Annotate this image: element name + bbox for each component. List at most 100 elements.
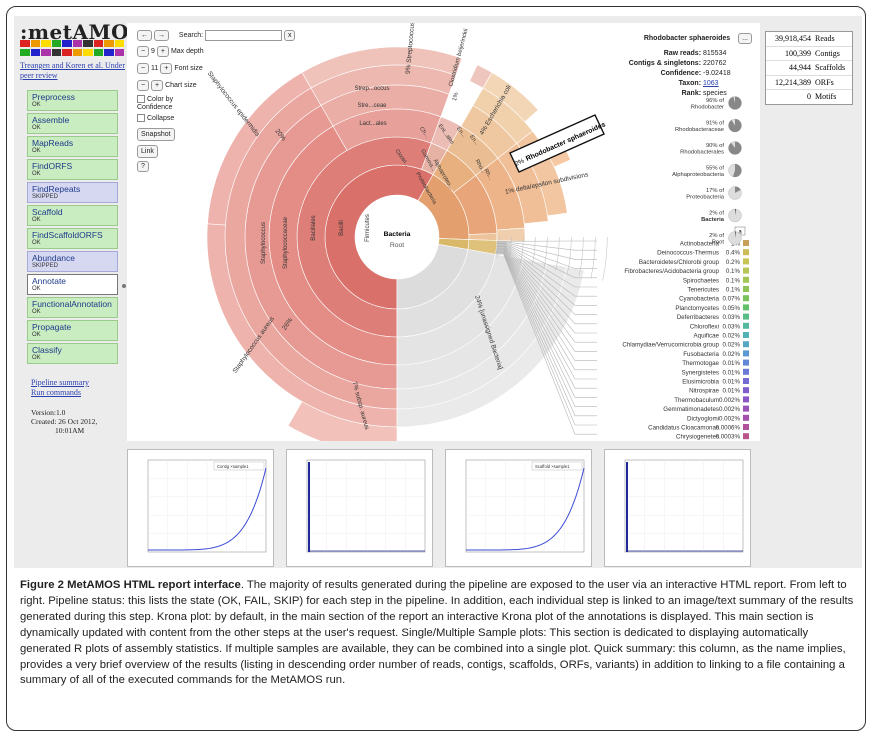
back-button[interactable]: ← xyxy=(137,30,152,42)
lineage-name: Root xyxy=(712,240,725,246)
pipeline-step-scaffold[interactable]: Scaffold OK xyxy=(27,205,118,226)
details-row: Contigs & singletons: 220762 xyxy=(577,59,741,69)
plot-contig-sizes[interactable]: Contig ×sample1 xyxy=(127,449,274,567)
other-leader-line xyxy=(496,248,597,352)
step-status: OK xyxy=(32,240,41,246)
step-name: MapReads xyxy=(32,138,74,148)
step-status: OK xyxy=(32,171,41,177)
summary-value: 39,918,454 xyxy=(775,34,811,43)
citation-link[interactable]: Treangen and Koren et al. Under peer rev… xyxy=(20,61,126,80)
plot-scaffold-sizes[interactable]: Scaffold ×sample1 xyxy=(445,449,592,567)
pipeline-step-mapreads[interactable]: MapReads OK xyxy=(27,136,118,157)
pipeline-step-findrepeats[interactable]: FindRepeats SKIPPED xyxy=(27,182,118,203)
details-value[interactable]: 1063 xyxy=(703,80,719,87)
pipeline-step-preprocess[interactable]: Preprocess OK xyxy=(27,90,118,111)
other-phylum-swatch xyxy=(743,258,749,265)
other-phylum-pct: 0.1% xyxy=(726,287,741,294)
step-name: FunctionalAnnotation xyxy=(32,299,112,309)
label-streptococcus-ring: Strep...occus xyxy=(354,86,389,92)
nav-controls: ← → Search: x xyxy=(137,30,296,42)
search-input[interactable] xyxy=(204,30,282,41)
plot-legend-box xyxy=(531,461,583,471)
lineage-pct: 2% of xyxy=(709,233,724,239)
other-leader-line xyxy=(496,243,597,279)
other-leader-line xyxy=(496,245,597,306)
panel-resize-handle[interactable] xyxy=(122,284,126,288)
outer-tick-arc xyxy=(508,237,512,261)
other-phylum-swatch xyxy=(743,368,749,375)
run-commands-link[interactable]: Run commands xyxy=(31,388,81,397)
collapse-option[interactable]: Collapse xyxy=(137,114,174,122)
search-clear-button[interactable]: x xyxy=(283,30,296,42)
plot-scaffold-coverage[interactable] xyxy=(604,449,751,567)
step-name: Scaffold xyxy=(32,207,63,217)
chart-size-minus[interactable]: − xyxy=(137,80,150,91)
max-depth-plus[interactable]: + xyxy=(156,46,169,57)
other-phylum-pct: 0.0006% xyxy=(716,425,741,432)
step-status: OK xyxy=(32,286,41,292)
plot-contig-coverage[interactable] xyxy=(286,449,433,567)
step-status: OK xyxy=(32,355,41,361)
label-en-2: En... xyxy=(468,134,480,147)
details-key: Raw reads: xyxy=(663,50,702,57)
step-status: OK xyxy=(32,148,41,154)
pipeline-step-abundance[interactable]: Abundance SKIPPED xyxy=(27,251,118,272)
max-depth-control: − 9 + Max depth xyxy=(137,46,204,57)
other-phylum-swatch xyxy=(743,286,749,292)
color-by-confidence-checkbox[interactable] xyxy=(137,95,145,103)
details-more-button[interactable]: ... xyxy=(738,33,752,44)
font-size-value: 11 xyxy=(151,65,159,72)
lineage-pie-fill xyxy=(735,231,736,238)
logo-color-cell xyxy=(51,48,61,56)
link-button[interactable]: Link xyxy=(137,145,158,158)
other-phylum-swatch xyxy=(743,267,749,274)
other-phylum-label: Gemmatimonadetes xyxy=(663,406,719,413)
outer-tick-arc xyxy=(496,237,500,259)
ring-e-coli xyxy=(482,72,539,123)
pipeline-step-annotate[interactable]: Annotate OK xyxy=(27,274,118,295)
label-ch: Ch... xyxy=(418,126,430,139)
font-size-plus[interactable]: + xyxy=(160,63,173,74)
other-phylum-label: Bacteroidetes/Chlorobi group xyxy=(639,259,720,266)
pipeline-step-functionalannotation[interactable]: FunctionalAnnotation OK xyxy=(27,297,118,318)
other-phylum-label: Actinobacteria xyxy=(680,241,720,248)
color-by-confidence-option[interactable]: Color by Confidence xyxy=(137,95,197,112)
forward-button[interactable]: → xyxy=(153,30,169,42)
created-time: 10:01AM xyxy=(55,426,85,435)
step-name: Propagate xyxy=(32,322,72,332)
summary-label: Reads xyxy=(815,34,835,43)
max-depth-minus[interactable]: − xyxy=(137,46,150,57)
other-leader-line xyxy=(496,247,597,343)
ring-subsp-aureus xyxy=(287,401,398,441)
step-name: Assemble xyxy=(32,115,70,125)
pipeline-step-findscaffoldorfs[interactable]: FindScaffoldORFS OK xyxy=(27,228,118,249)
details-row: Raw reads: 815534 xyxy=(577,49,741,59)
chart-size-control: − + Chart size xyxy=(137,80,197,91)
pipeline-step-classify[interactable]: Classify OK xyxy=(27,343,118,364)
summary-row-reads: 39,918,454 Reads xyxy=(766,32,852,47)
chart-size-plus[interactable]: + xyxy=(151,80,164,91)
krona-chart[interactable]: Actinobacteria 1% Deinococcus-Thermus 0.4% B… xyxy=(127,23,760,441)
lineage-pct: 90% of xyxy=(706,143,724,149)
step-name: Classify xyxy=(32,345,62,355)
pipeline-step-propagate[interactable]: Propagate OK xyxy=(27,320,118,341)
collapse-checkbox[interactable] xyxy=(137,114,145,122)
help-button[interactable]: ? xyxy=(137,161,149,172)
other-phylum-label: Chrysiogenetes xyxy=(676,434,719,441)
lineage-pie-fill xyxy=(728,119,742,132)
font-size-control: − 11 + Font size xyxy=(137,63,203,74)
logo-color-cell xyxy=(41,40,51,47)
step-name: Abundance xyxy=(32,253,76,263)
logo-color-cell xyxy=(114,48,124,56)
other-phylum-swatch xyxy=(743,387,749,394)
font-size-minus[interactable]: − xyxy=(137,63,150,74)
label-rh: Rh... xyxy=(482,168,493,181)
outer-tick-arc xyxy=(520,237,524,264)
other-phylum-label: Aquificae xyxy=(694,333,720,340)
pipeline-step-assemble[interactable]: Assemble OK xyxy=(27,113,118,134)
logo-color-cell xyxy=(104,48,114,56)
pipeline-step-findorfs[interactable]: FindORFS OK xyxy=(27,159,118,180)
pipeline-summary-link[interactable]: Pipeline summary xyxy=(31,378,89,387)
snapshot-button[interactable]: Snapshot xyxy=(137,128,175,141)
